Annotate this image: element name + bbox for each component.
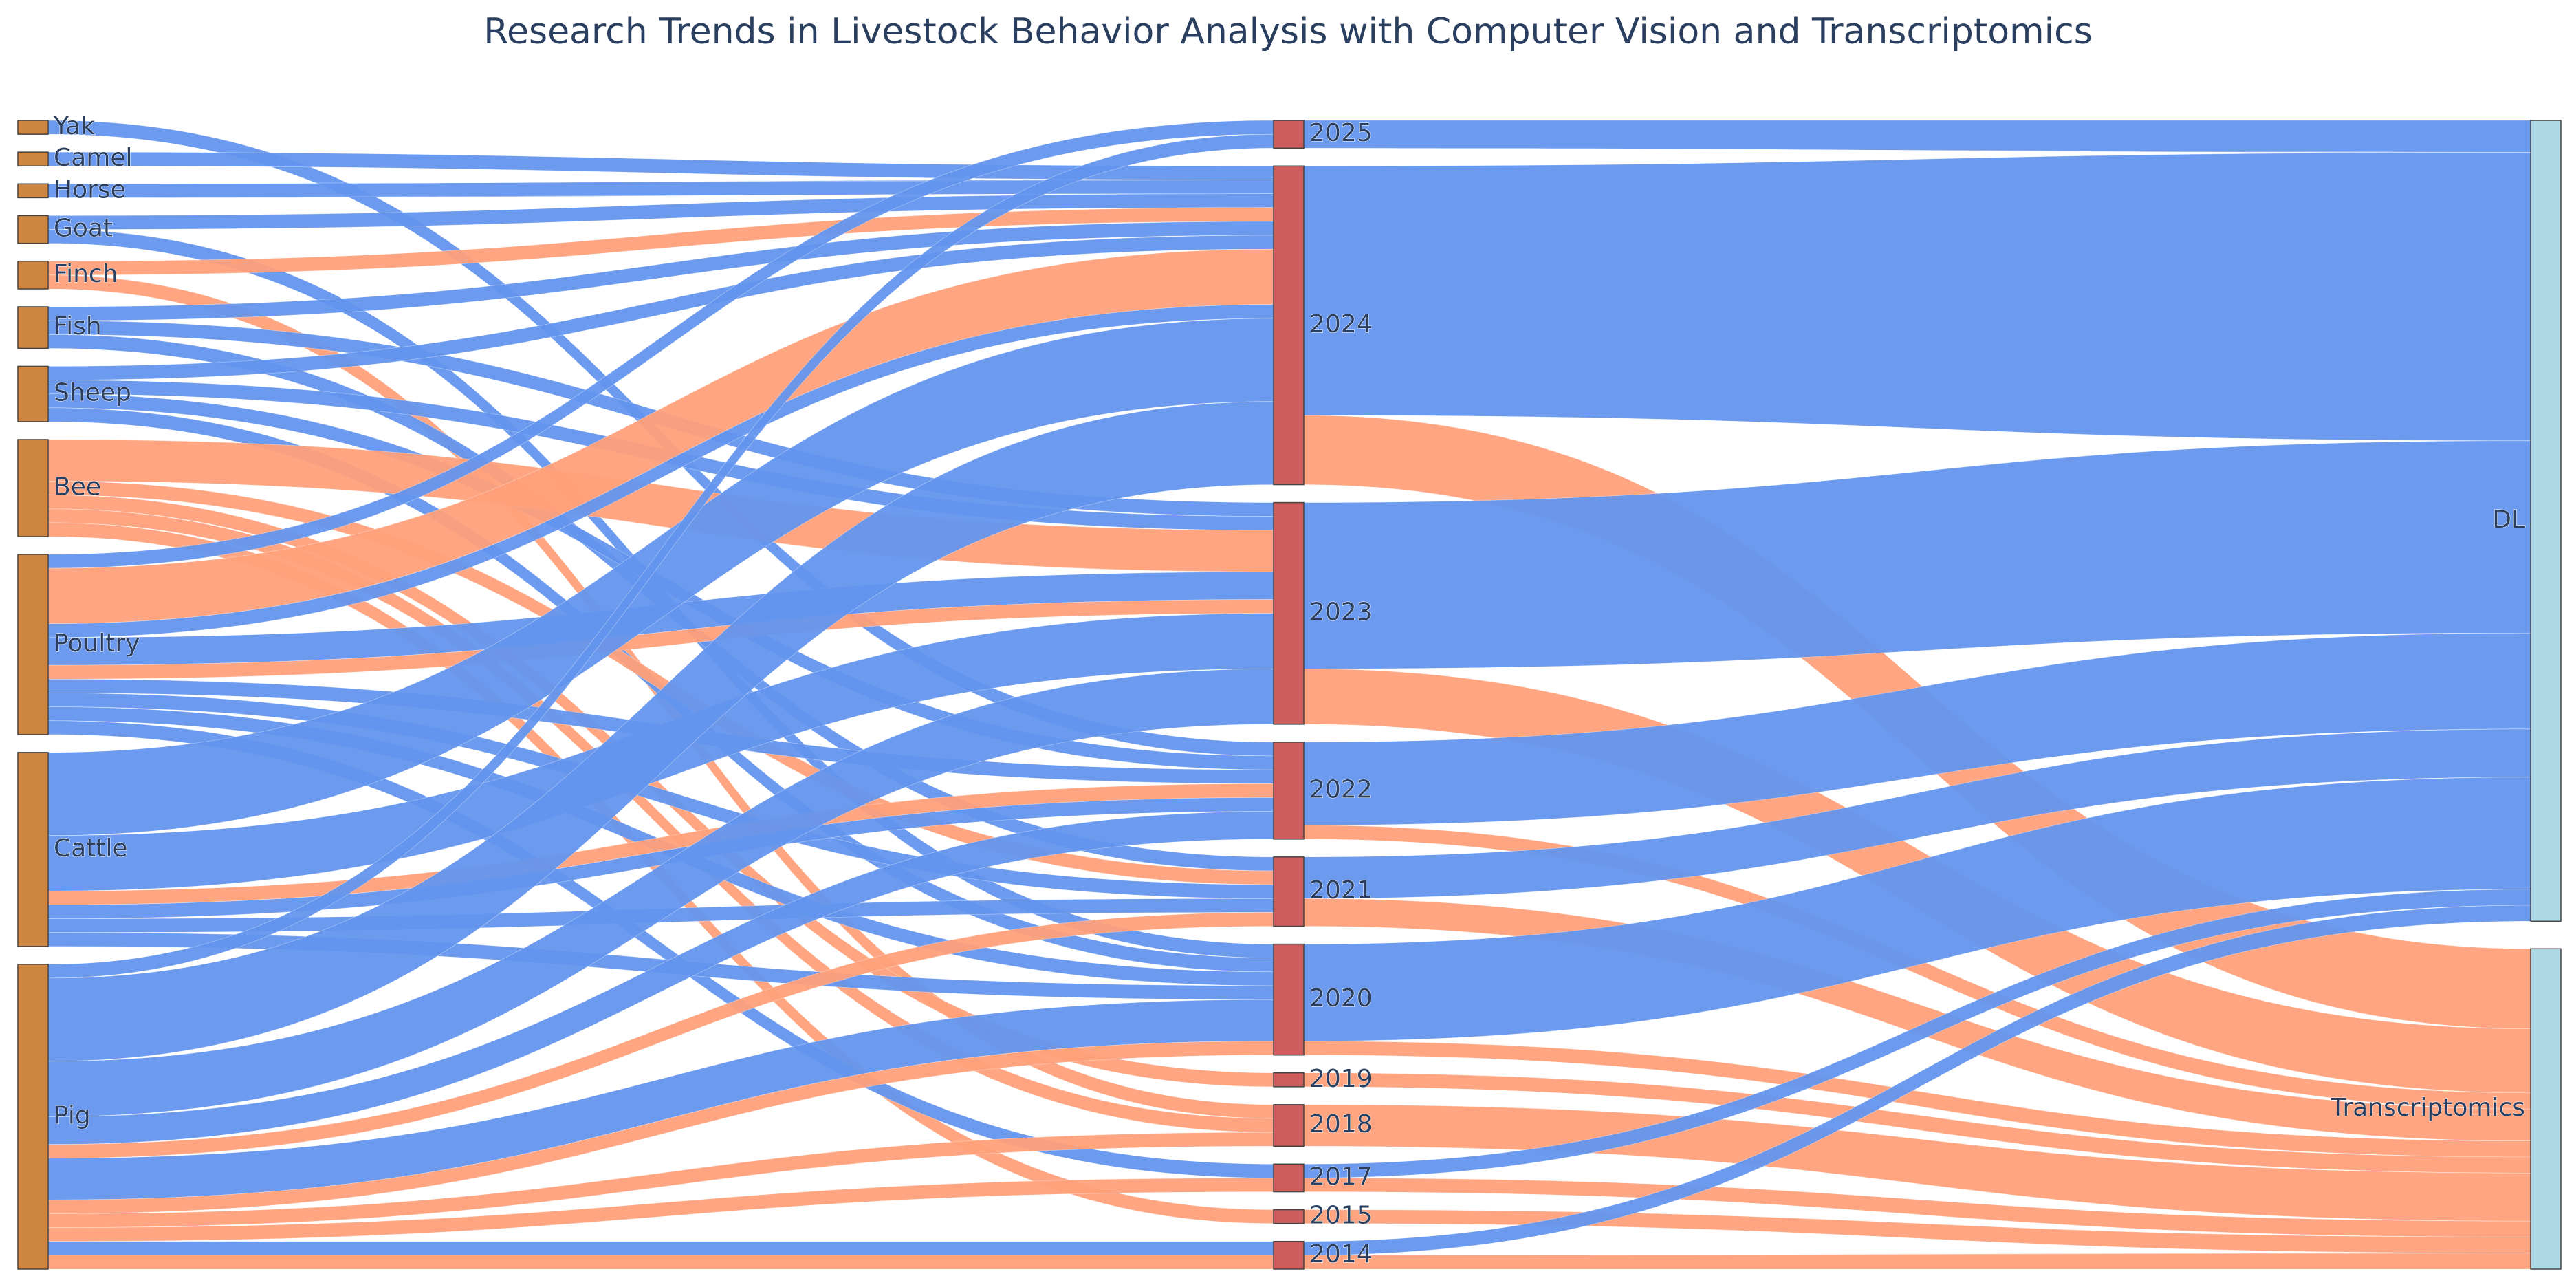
node-finch[interactable] — [17, 260, 49, 290]
node-pig[interactable] — [17, 964, 49, 1270]
node-label-camel: Camel — [54, 144, 132, 172]
node-label-2020: 2020 — [1309, 984, 1373, 1013]
link-pig-2014-transcriptomics[interactable] — [47, 1255, 1274, 1270]
node-label-transcriptomics: Transcriptomics — [2331, 1094, 2525, 1122]
link-pig-2014-dl[interactable] — [47, 1241, 1274, 1256]
node-2025[interactable] — [1273, 120, 1305, 149]
node-label-fish: Fish — [54, 312, 102, 340]
link-layer — [47, 120, 2531, 1270]
node-bee[interactable] — [17, 439, 49, 537]
node-2018[interactable] — [1273, 1104, 1305, 1147]
chart-title: Research Trends in Livestock Behavior An… — [483, 11, 2093, 52]
node-poultry[interactable] — [17, 554, 49, 735]
node-2022[interactable] — [1273, 742, 1305, 840]
node-2021[interactable] — [1273, 856, 1305, 927]
node-2023[interactable] — [1273, 501, 1305, 725]
node-label-2019: 2019 — [1309, 1065, 1373, 1093]
node-label-2025: 2025 — [1309, 119, 1373, 147]
node-label-poultry: Poultry — [54, 629, 140, 658]
node-camel[interactable] — [17, 151, 49, 167]
node-horse[interactable] — [17, 183, 49, 199]
node-label-yak: Yak — [53, 112, 95, 140]
node-label-2015: 2015 — [1309, 1202, 1373, 1230]
node-label-finch: Finch — [54, 260, 118, 288]
node-2024[interactable] — [1273, 165, 1305, 486]
node-label-2021: 2021 — [1309, 876, 1373, 905]
node-layer — [17, 120, 2562, 1270]
node-label-pig: Pig — [54, 1101, 91, 1129]
node-2014[interactable] — [1273, 1240, 1305, 1270]
node-label-goat: Goat — [54, 215, 113, 243]
node-label-sheep: Sheep — [54, 379, 131, 407]
node-label-2023: 2023 — [1309, 598, 1373, 627]
node-2019[interactable] — [1273, 1072, 1305, 1088]
link-2014-transcriptomics[interactable] — [1303, 1253, 2531, 1270]
node-fish[interactable] — [17, 306, 49, 349]
label-layer: Yak Camel Horse Goat Finch Fish Sheep Bee Poultr… — [53, 112, 2526, 1269]
node-label-cattle: Cattle — [54, 834, 128, 863]
node-label-2018: 2018 — [1309, 1110, 1373, 1138]
node-label-horse: Horse — [54, 175, 126, 204]
node-transcriptomics[interactable] — [2530, 948, 2562, 1270]
node-2015[interactable] — [1273, 1209, 1305, 1224]
node-label-2022: 2022 — [1309, 775, 1373, 803]
node-label-dl: DL — [2492, 506, 2525, 534]
node-sheep[interactable] — [17, 365, 49, 422]
node-label-2024: 2024 — [1309, 310, 1373, 338]
node-2020[interactable] — [1273, 943, 1305, 1056]
node-cattle[interactable] — [17, 752, 49, 947]
node-2017[interactable] — [1273, 1163, 1305, 1193]
node-goat[interactable] — [17, 215, 49, 244]
node-label-2017: 2017 — [1309, 1162, 1373, 1191]
link-2024-dl[interactable] — [1303, 152, 2531, 442]
node-label-2014: 2014 — [1309, 1240, 1373, 1268]
node-yak[interactable] — [17, 120, 49, 135]
node-label-bee: Bee — [54, 473, 101, 501]
link-2025-dl[interactable] — [1303, 120, 2531, 153]
node-dl[interactable] — [2530, 120, 2562, 922]
